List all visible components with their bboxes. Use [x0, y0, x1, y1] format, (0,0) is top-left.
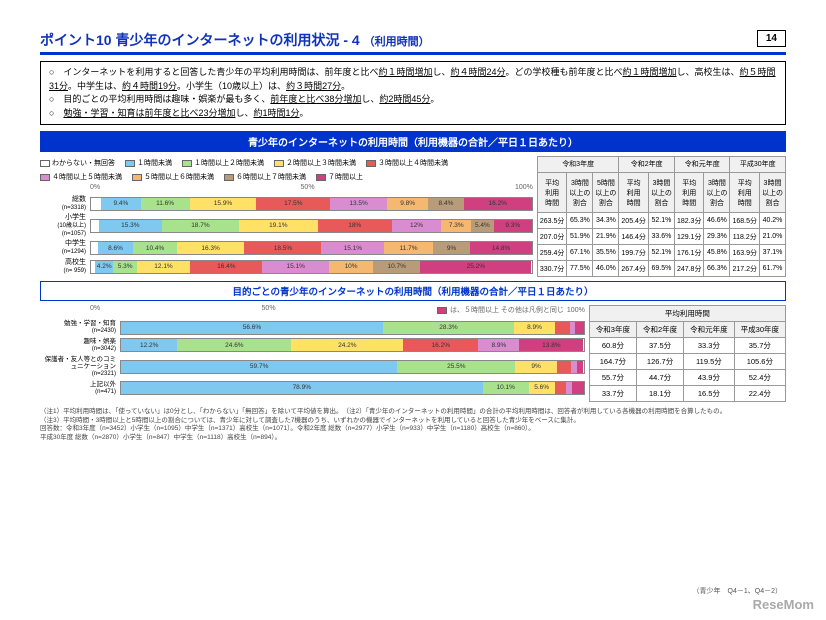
table2: 平均利用時間令和3年度令和2年度令和元年度平成30年度60.8分37.5分33.… [589, 305, 786, 402]
page-number: 14 [757, 30, 786, 47]
chart1-scale: 0%50%100% [40, 184, 533, 193]
chart1-legend: わからない・無回答１時間未満１時間以上２時間未満２時間以上３時間未満３時間以上４… [40, 156, 533, 184]
source-ref: （青少年 Q4－1、Q4－2） [693, 586, 782, 596]
chart1-bars: 総数(n=3318)9.4%11.6%15.9%17.5%13.5%9.8%8.… [40, 196, 533, 274]
chart2-area: 0%50%は、５時間以上 その他は凡例と同じ 100% 勉強・学習・知育(n=2… [40, 305, 786, 402]
title-sub: （利用時間） [364, 36, 430, 48]
table1: 令和3年度令和2年度令和元年度平成30年度平均利用時間3時間以上の割合5時間以上… [537, 156, 786, 277]
footnotes: （注1）平均利用時間は、「使っていない」は0分とし、「わからない」「無回答」を除… [40, 408, 786, 442]
page-title: ポイント10 青少年のインターネットの利用状況 - 4 （利用時間） [40, 32, 430, 48]
chart1-area: わからない・無回答１時間未満１時間以上２時間未満２時間以上３時間未満３時間以上４… [40, 156, 786, 277]
watermark: ReseMom [753, 597, 814, 612]
summary-box: ○ インターネットを利用すると回答した青少年の平均利用時間は、前年度と比べ約１時… [40, 61, 786, 125]
section1-header: 青少年のインターネットの利用時間（利用機器の合計／平日１日あたり） [40, 131, 786, 152]
title-main: ポイント10 青少年のインターネットの利用状況 - 4 [40, 32, 360, 48]
legend2-note: は、５時間以上 その他は凡例と同じ [450, 305, 564, 315]
title-bar: ポイント10 青少年のインターネットの利用状況 - 4 （利用時間） [40, 30, 786, 55]
chart2-bars: 勉強・学習・知育(n=2430)56.6%28.3%8.9%趣味・娯楽(n=30… [40, 320, 585, 395]
section2-header: 目的ごとの青少年のインターネットの利用時間（利用機器の合計／平日１日あたり） [40, 281, 786, 301]
chart2-scale: 0%50%は、５時間以上 その他は凡例と同じ 100% [40, 305, 585, 317]
